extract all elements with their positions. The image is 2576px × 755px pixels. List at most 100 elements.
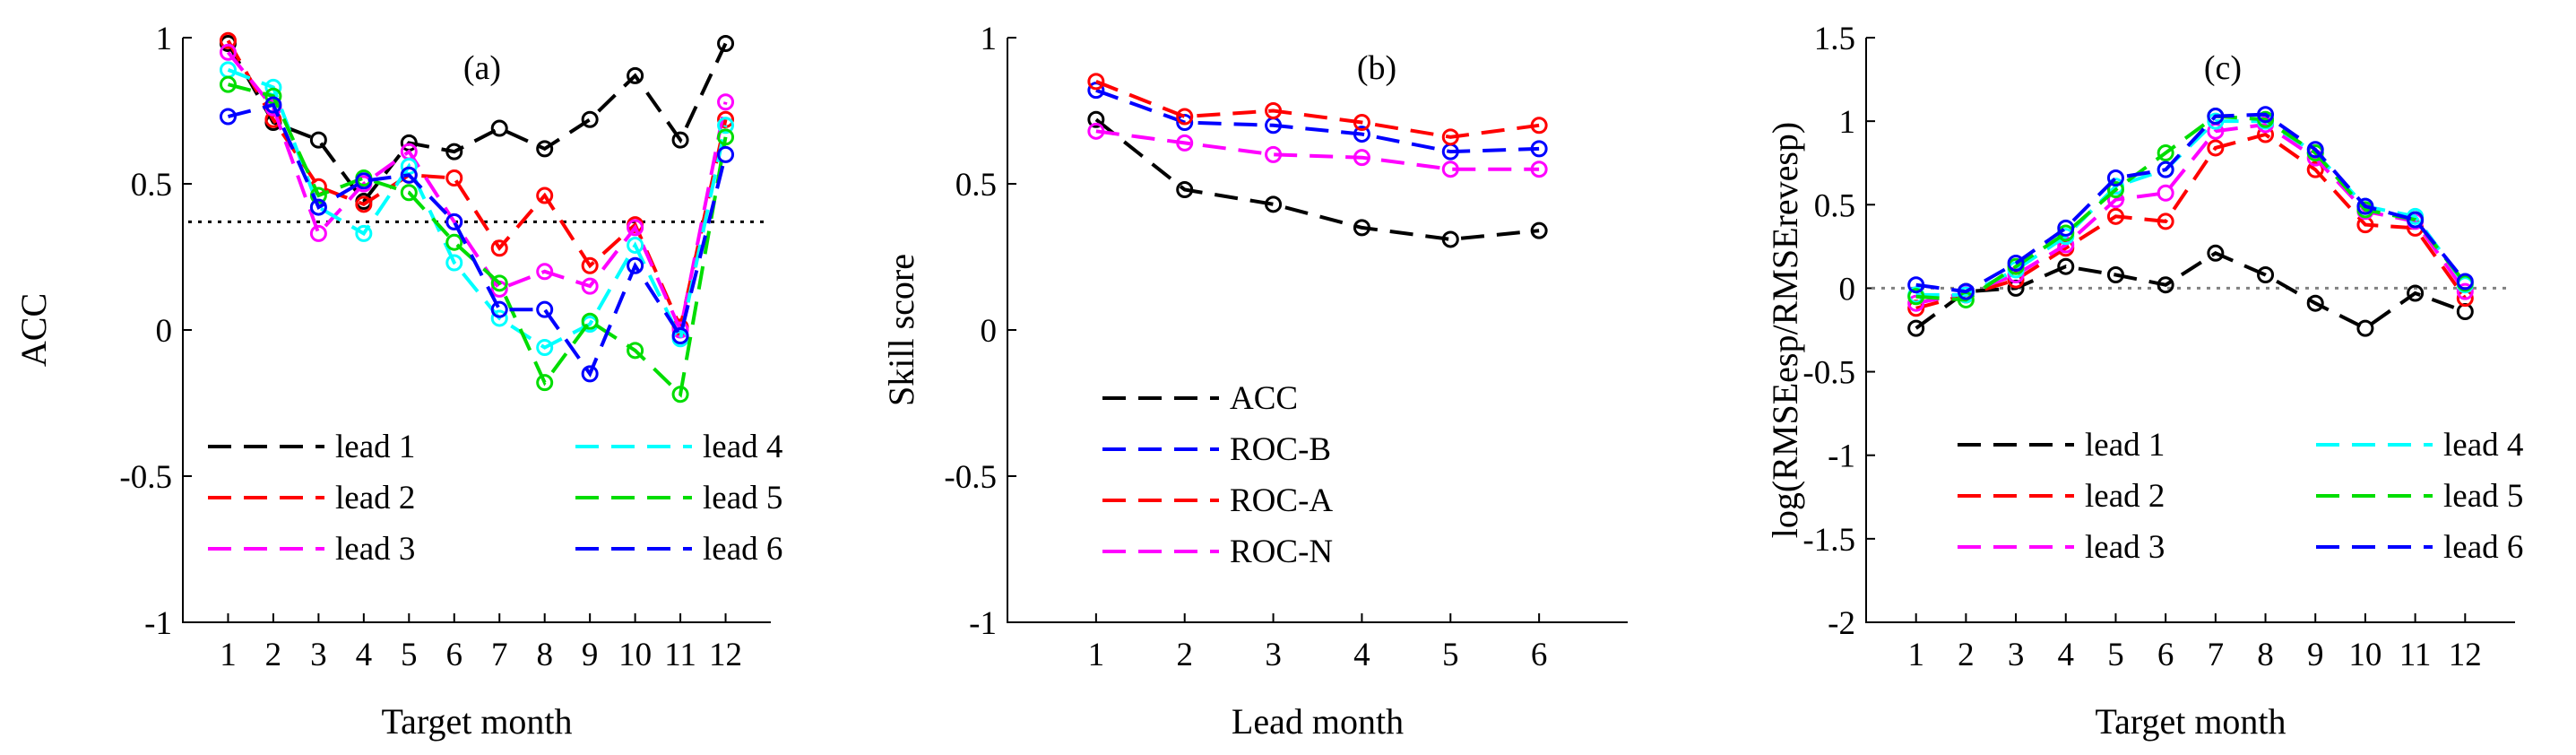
data-point-lead-5 [581,312,599,330]
y-tick-label: 0 [156,313,173,350]
data-point-lead-4 [717,117,735,135]
data-point-lead-1 [627,66,644,84]
data-point-lead-6 [1957,282,1975,300]
legend-label: ROC-A [1230,482,1333,519]
y-axis-label: ACC [13,293,54,367]
x-tick-label: 7 [491,637,508,673]
data-point-acc [1441,230,1459,248]
data-point-lead-5 [717,128,735,146]
data-point-lead-5 [1907,288,1925,306]
data-point-acc [1176,181,1194,199]
data-point-roc-n [1353,149,1370,167]
x-tick-label: 2 [265,637,282,673]
x-tick-label: 1 [1907,637,1924,673]
data-point-lead-2 [2207,139,2225,157]
y-tick-label: 1 [1839,104,1856,141]
y-tick-label: 1 [981,21,998,57]
data-point-lead-5 [627,342,644,360]
y-tick-label: -2 [1828,605,1855,642]
data-point-acc [1353,219,1370,237]
x-tick-label: 11 [664,637,696,673]
data-point-lead-6 [445,213,463,230]
data-point-lead-5 [671,386,689,404]
y-axis-label: Skill score [881,254,921,406]
legend-label: lead 2 [335,480,415,516]
series-line-lead-2 [226,39,728,334]
y-tick-label: 0.5 [1814,187,1855,224]
data-point-lead-1 [2207,244,2225,262]
data-point-lead-6 [2157,161,2174,178]
data-point-roc-n [1265,145,1283,163]
y-tick-label: 0 [981,313,998,350]
data-point-lead-2 [2157,213,2174,230]
data-point-lead-6 [2407,211,2425,229]
data-point-lead-6 [536,300,554,318]
series-line-roc-a [1095,80,1540,139]
data-point-lead-5 [536,374,554,392]
data-point-lead-1 [2057,257,2075,275]
data-point-lead-1 [717,35,735,53]
x-tick-label: 11 [2399,637,2432,673]
data-point-roc-a [1530,117,1548,135]
data-point-lead-3 [717,93,735,111]
data-point-roc-a [1353,114,1370,132]
data-point-lead-2 [536,187,554,204]
panel-label: (b) [1357,49,1396,87]
data-point-lead-1 [1907,319,1925,337]
legend-label: lead 6 [2443,529,2523,566]
data-point-lead-4 [536,339,554,357]
data-point-acc [1087,110,1105,128]
x-tick-label: 3 [1265,637,1282,673]
data-point-lead-4 [355,224,373,242]
series-line-lead-1 [1915,251,2466,331]
data-point-lead-6 [400,166,418,184]
y-tick-label: 1.5 [1814,21,1855,57]
data-point-lead-2 [581,256,599,274]
data-point-lead-1 [490,119,508,137]
x-tick-label: 12 [709,637,742,673]
series-line-lead-1 [226,42,728,204]
data-point-lead-5 [309,187,327,204]
legend-label: lead 3 [2085,529,2165,566]
data-point-lead-3 [536,263,554,281]
data-point-lead-1 [2106,266,2124,284]
legend-label: lead 3 [335,531,415,568]
data-point-lead-6 [2257,106,2275,124]
x-tick-label: 1 [220,637,237,673]
legend-label: ROC-N [1230,534,1333,570]
x-tick-label: 5 [2107,637,2124,673]
data-point-lead-4 [490,309,508,327]
data-point-lead-3 [2456,282,2474,300]
x-tick-label: 8 [2257,637,2274,673]
series-line-lead-5 [228,82,728,398]
data-point-roc-a [1176,108,1194,126]
legend-label: ROC-B [1230,431,1331,468]
series-line-roc-b [1095,88,1540,154]
series-line-lead-6 [1915,112,2467,294]
data-point-lead-1 [2257,266,2275,284]
data-point-lead-6 [671,327,689,345]
data-point-lead-6 [490,300,508,318]
data-point-lead-6 [355,172,373,190]
data-point-acc [1530,221,1548,239]
data-point-lead-1 [2306,294,2324,312]
data-point-roc-a [1087,73,1105,91]
data-point-roc-n [1441,161,1459,178]
data-point-lead-3 [581,277,599,295]
x-tick-label: 5 [401,637,418,673]
x-tick-label: 3 [310,637,327,673]
data-point-roc-n [1176,134,1194,152]
data-point-lead-5 [2106,181,2124,199]
legend-label: lead 4 [703,429,782,465]
data-point-lead-1 [2356,319,2374,337]
x-tick-label: 3 [2008,637,2025,673]
data-point-lead-3 [1907,294,1925,312]
data-point-lead-6 [264,96,282,114]
x-tick-label: 6 [1531,637,1548,673]
data-point-lead-5 [445,233,463,251]
data-point-lead-6 [2057,219,2075,237]
x-tick-label: 1 [1088,637,1105,673]
panel-label: (a) [463,49,501,87]
